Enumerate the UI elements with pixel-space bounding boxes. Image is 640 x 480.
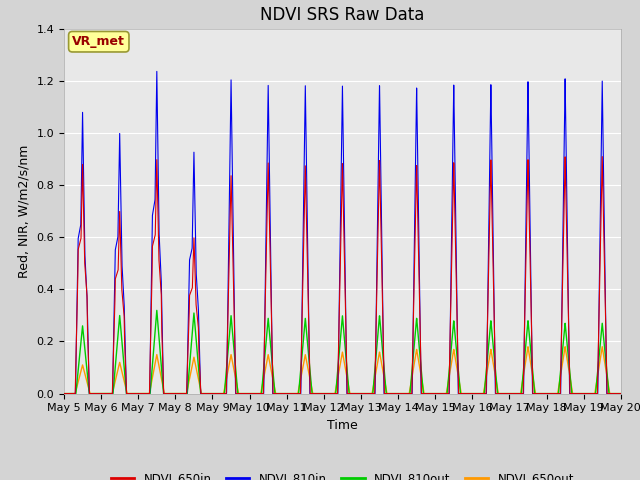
Y-axis label: Red, NIR, W/m2/s/nm: Red, NIR, W/m2/s/nm	[18, 144, 31, 278]
Legend: NDVI_650in, NDVI_810in, NDVI_810out, NDVI_650out: NDVI_650in, NDVI_810in, NDVI_810out, NDV…	[106, 468, 579, 480]
Title: NDVI SRS Raw Data: NDVI SRS Raw Data	[260, 6, 424, 24]
X-axis label: Time: Time	[327, 419, 358, 432]
Text: VR_met: VR_met	[72, 35, 125, 48]
